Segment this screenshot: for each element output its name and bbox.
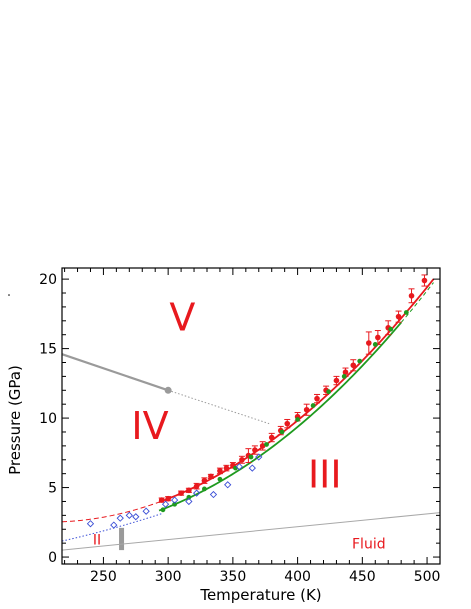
triple-point-marker	[164, 386, 172, 394]
green-point	[201, 486, 207, 492]
red-point	[333, 377, 340, 384]
green-point	[403, 310, 409, 315]
plot-frame	[61, 267, 441, 565]
x-tick-label: 450	[349, 569, 376, 585]
green-point	[264, 442, 269, 447]
red-point	[314, 395, 320, 402]
v-iv-boundary-line	[62, 353, 169, 392]
red-point	[421, 277, 428, 284]
red-point	[165, 495, 171, 502]
red-point	[366, 340, 372, 346]
blue-diamond-point	[192, 489, 201, 497]
red-point	[284, 420, 291, 427]
stray-dot	[8, 294, 10, 296]
y-tick-label: 15	[39, 342, 57, 358]
blue-diamond-point	[116, 514, 124, 522]
green-point	[279, 429, 285, 435]
red-point	[239, 456, 245, 463]
region-label: V	[169, 296, 195, 340]
red-point	[193, 483, 200, 489]
plot-area	[62, 274, 440, 551]
blue-diamond-point	[235, 463, 243, 471]
red-point	[223, 465, 230, 471]
red-point	[201, 477, 208, 484]
red-point	[178, 490, 184, 496]
y-tick-label: 0	[48, 550, 57, 566]
red-point	[158, 497, 165, 503]
axes: 250 300 350 400 450 500 0 5 10 15 20	[39, 267, 441, 585]
green-point	[186, 494, 192, 500]
x-tick-label: 400	[284, 569, 311, 585]
red-point	[217, 468, 223, 474]
y-axis-title: Pressure (GPa)	[6, 365, 24, 475]
red-point	[395, 313, 402, 320]
red-point	[408, 292, 415, 299]
region-label: II	[93, 533, 101, 549]
y-tick-label: 20	[39, 272, 57, 288]
y-tick-label: 5	[48, 481, 57, 497]
blue-diamond-point	[185, 497, 193, 506]
blue-diamond-point	[132, 513, 140, 521]
x-tick-label: 250	[90, 569, 117, 585]
red-point	[375, 334, 381, 341]
green-point	[172, 501, 178, 507]
green-point	[248, 454, 254, 460]
red-fit-line	[158, 278, 435, 503]
blue-diamond-point	[224, 481, 232, 489]
green-point	[326, 389, 332, 395]
green-point	[217, 476, 223, 482]
blue-diamond-point	[209, 490, 218, 499]
green-point	[160, 507, 166, 513]
green-point	[310, 403, 316, 408]
blue-diamond-point	[86, 520, 95, 528]
green-point	[341, 373, 347, 379]
blue-diamond-point	[125, 511, 133, 519]
blue-diamond-point	[161, 500, 170, 508]
blue-extrapolated-line	[62, 513, 162, 542]
blue-diamond-point	[248, 464, 256, 472]
region-label: IV	[131, 404, 168, 448]
blue-diamond-point	[142, 507, 150, 515]
red-point	[259, 443, 266, 449]
blue-diamond-point	[255, 453, 263, 461]
x-tick-label: 300	[155, 569, 182, 585]
red-point	[350, 362, 357, 369]
region-label: III	[308, 453, 342, 497]
x-tick-label: 350	[220, 569, 247, 585]
blue-diamond-point	[170, 496, 179, 504]
blue-diamond-point	[110, 521, 118, 529]
green-point	[372, 342, 378, 347]
red-point	[303, 406, 310, 413]
green-point	[388, 326, 394, 332]
green-point	[357, 358, 363, 364]
range-bar	[119, 527, 125, 551]
red-point	[268, 434, 275, 441]
green-extrapolated-line	[400, 282, 434, 323]
green-point	[295, 417, 301, 422]
red-point	[186, 487, 192, 494]
red-point	[342, 369, 349, 376]
green-fit-line	[158, 321, 402, 512]
fluid-boundary-line	[62, 512, 440, 551]
red-extrapolated-line	[62, 501, 160, 523]
v-iv-boundary-dotted	[167, 389, 270, 425]
region-label: Fluid	[352, 537, 386, 553]
x-tick-label: 500	[414, 569, 441, 585]
y-tick-label: 10	[39, 411, 57, 427]
red-point	[208, 473, 214, 480]
red-point	[252, 447, 258, 453]
x-axis-title: Temperature (K)	[199, 586, 321, 604]
